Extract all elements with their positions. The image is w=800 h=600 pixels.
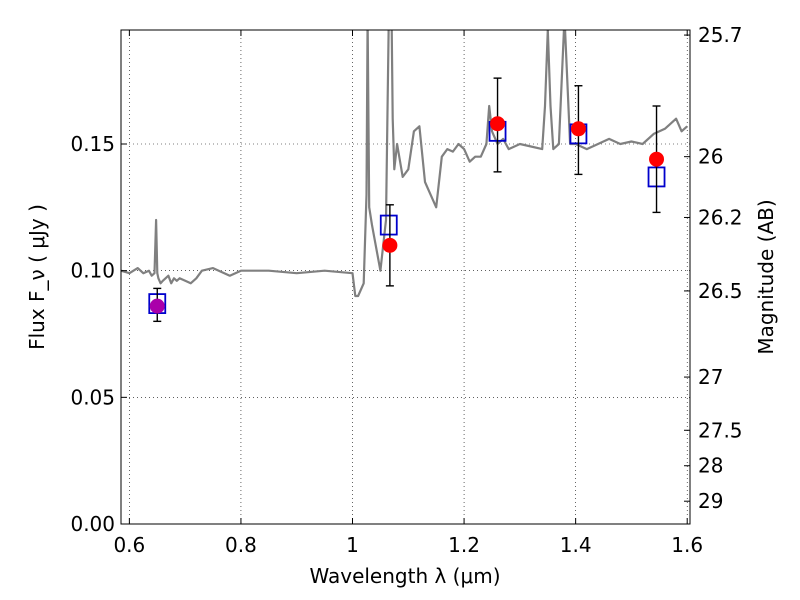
observed-circle-point <box>490 116 506 132</box>
model-square-point <box>379 214 398 236</box>
observed-circle-point <box>570 121 586 137</box>
right-tick-label: 26.2 <box>698 205 743 229</box>
observed-points <box>149 116 665 314</box>
spectrum-polyline <box>121 30 688 298</box>
x-tick-label: 1.4 <box>560 533 592 557</box>
x-tick-label: 0.8 <box>225 533 257 557</box>
right-tick-label: 27.5 <box>698 418 743 442</box>
right-tick-label: 29 <box>698 489 723 513</box>
right-tick-label: 26.5 <box>698 279 743 303</box>
observed-circle-point <box>149 298 165 314</box>
x-axis: 0.6 0.8 1 1.2 1.4 1.6 <box>113 30 703 557</box>
x-tick-label: 1.6 <box>671 533 703 557</box>
right-tick-label: 27 <box>698 365 723 389</box>
y-tick-label: 0.05 <box>70 385 115 409</box>
right-tick-label: 25.7 <box>698 23 743 47</box>
observed-circle-point <box>649 151 665 167</box>
y-axis-left: 0.00 0.05 0.10 0.15 <box>70 132 127 536</box>
plot-area <box>121 30 690 524</box>
y-tick-label: 0.10 <box>70 259 115 283</box>
right-axis-label: Magnitude (AB) <box>754 199 778 354</box>
y-axis-right: 25.7 26 26.2 26.5 27 27.5 28 29 <box>684 23 743 513</box>
spectrum-line <box>121 30 688 298</box>
plot-frame <box>120 29 691 525</box>
y-tick-label: 0.15 <box>70 132 115 156</box>
observed-circle-point <box>382 237 398 253</box>
grid-lines <box>121 30 690 524</box>
y-axis-label: Flux F_ν ( μJy ) <box>25 204 49 350</box>
right-tick-label: 26 <box>698 145 723 169</box>
x-tick-label: 1.2 <box>448 533 480 557</box>
right-tick-label: 28 <box>698 454 723 478</box>
x-tick-label: 1 <box>346 533 359 557</box>
x-tick-label: 0.6 <box>113 533 145 557</box>
x-axis-label: Wavelength λ (μm) <box>309 564 500 588</box>
y-tick-label: 0.00 <box>70 512 115 536</box>
